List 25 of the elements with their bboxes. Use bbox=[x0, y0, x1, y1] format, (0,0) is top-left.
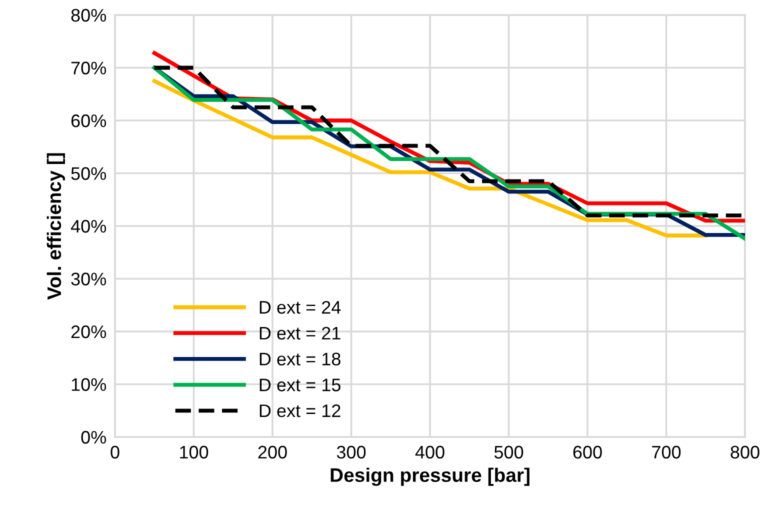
x-tick-label: 400 bbox=[415, 446, 444, 459]
y-tick-label: 70% bbox=[71, 62, 106, 74]
legend-label: D ext = 12 bbox=[260, 404, 340, 418]
legend-label: D ext = 24 bbox=[260, 300, 341, 314]
x-tick-label: 300 bbox=[336, 446, 366, 459]
x-tick-label: 500 bbox=[494, 446, 524, 459]
x-tick-label: 100 bbox=[180, 446, 208, 459]
x-tick-label: 0 bbox=[110, 446, 120, 459]
y-tick-label: 30% bbox=[71, 272, 106, 286]
x-tick-label: 200 bbox=[258, 446, 287, 459]
x-tick-label: 600 bbox=[573, 446, 602, 459]
x-tick-label: 800 bbox=[730, 446, 760, 459]
legend-label: D ext = 18 bbox=[260, 352, 340, 366]
y-tick-label: 60% bbox=[71, 114, 106, 128]
x-tick-label: 700 bbox=[652, 446, 681, 459]
x-axis-title: Design pressure [bar] bbox=[330, 468, 530, 486]
y-tick-label: 20% bbox=[71, 325, 106, 338]
legend-label: D ext = 21 bbox=[260, 326, 340, 340]
legend-label: D ext = 15 bbox=[260, 378, 340, 392]
y-tick-label: 50% bbox=[71, 167, 106, 180]
y-tick-label: 40% bbox=[70, 220, 106, 233]
y-tick-label: 80% bbox=[71, 8, 106, 22]
y-tick-label: 10% bbox=[72, 378, 106, 391]
y-axis-title: Vol. efficiency [] bbox=[46, 153, 65, 300]
y-tick-label: 0% bbox=[81, 430, 106, 444]
